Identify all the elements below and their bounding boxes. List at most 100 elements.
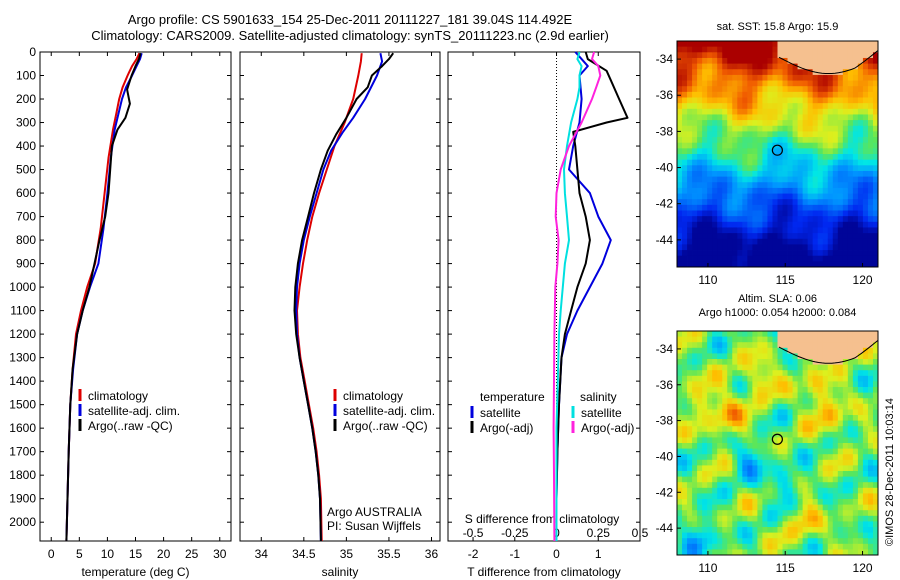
heatmap-cell [752, 52, 758, 59]
heatmap-cell [867, 233, 874, 240]
y-tick-label: 1100 [10, 304, 36, 318]
heatmap-cell [812, 331, 819, 337]
heatmap-cell [847, 182, 854, 189]
heatmap-cell [727, 103, 733, 110]
heatmap-cell [727, 336, 733, 343]
heatmap-cell [712, 527, 718, 533]
heatmap-cell [817, 108, 824, 115]
heatmap-cells [677, 331, 879, 556]
heatmap-cell [812, 154, 819, 161]
heatmap-cell [827, 131, 834, 138]
heatmap-cell [712, 370, 718, 377]
heatmap-cell [777, 471, 783, 477]
heatmap-cell [822, 221, 829, 228]
heatmap-cell [802, 221, 809, 228]
heatmap-cell [717, 459, 723, 466]
heatmap-cell [867, 459, 874, 466]
heatmap-cell [702, 487, 708, 494]
heatmap-cell [742, 103, 748, 110]
heatmap-cell [872, 227, 879, 234]
heatmap-cell [747, 80, 753, 87]
heatmap-cell [862, 52, 869, 59]
heatmap-cell [797, 398, 804, 405]
heatmap-cell [847, 255, 854, 262]
heatmap-cell [707, 176, 713, 183]
heatmap-cell [837, 392, 844, 399]
heatmap-cell [722, 499, 728, 505]
heatmap-cell [717, 398, 723, 405]
heatmap-cell [832, 221, 839, 228]
heatmap-cell [732, 538, 738, 545]
heatmap-cell [837, 261, 844, 268]
heatmap-cell [802, 504, 809, 511]
heatmap-cell [847, 165, 854, 172]
heatmap-cell [842, 443, 849, 449]
heatmap-cell [677, 538, 683, 545]
heatmap-cell [702, 142, 708, 149]
heatmap-cell [787, 86, 793, 93]
heatmap-cell [777, 459, 783, 466]
heatmap-cell [862, 331, 869, 337]
heatmap-cell [682, 227, 688, 234]
salinity-panel: 34 34.5 35 35.5 36salinityclimatologysatelli… [239, 51, 441, 579]
heatmap-cell [737, 97, 743, 104]
heatmap-cell [737, 504, 743, 511]
heatmap-cell [812, 103, 819, 110]
heatmap-cell [677, 199, 683, 206]
heatmap-cell [832, 182, 839, 189]
heatmap-cell [707, 233, 713, 240]
heatmap-cell [867, 465, 874, 472]
heatmap-cell [702, 159, 708, 166]
heatmap-cell [677, 148, 683, 155]
heatmap-cell [762, 420, 768, 427]
heatmap-cell [732, 471, 738, 477]
heatmap-cell [822, 216, 829, 223]
heatmap-cell [742, 471, 748, 477]
heatmap-cell [772, 114, 778, 121]
heatmap-cell [867, 375, 874, 382]
heatmap-cell [802, 336, 809, 343]
heatmap-cell [732, 46, 738, 53]
heatmap-cell [677, 57, 683, 64]
heatmap-cell [677, 131, 683, 138]
heatmap-cell [862, 398, 869, 405]
heatmap-cell [787, 543, 793, 550]
heatmap-cell [842, 52, 849, 59]
heatmap-cell [857, 69, 864, 76]
heatmap-cell [747, 521, 753, 528]
s-axis-label: S difference from climatology [465, 512, 620, 526]
heatmap-cell [707, 114, 713, 121]
heatmap-cell [802, 159, 809, 166]
heatmap-cell [822, 210, 829, 217]
heatmap-cell [727, 549, 733, 556]
heatmap-cell [727, 504, 733, 511]
heatmap-cell [677, 187, 683, 194]
heatmap-cell [762, 549, 768, 556]
heatmap-cell [717, 227, 723, 234]
heatmap-cell [792, 504, 799, 511]
heatmap-cell [867, 165, 874, 172]
heatmap-cell [787, 359, 793, 365]
heatmap-cell [852, 46, 859, 53]
heatmap-cell [762, 74, 768, 81]
heatmap-cell [712, 476, 718, 483]
heatmap-cell [847, 91, 854, 98]
heatmap-cell [717, 549, 723, 556]
heatmap-cell [797, 261, 804, 268]
heatmap-cell [687, 255, 693, 262]
heatmap-cell [732, 80, 738, 87]
heatmap-cell [787, 549, 793, 556]
heatmap-cell [692, 342, 698, 349]
heatmap-cell [837, 471, 844, 477]
heatmap-cell [847, 392, 854, 399]
heatmap-cell [767, 448, 773, 455]
heatmap-cell [837, 154, 844, 161]
heatmap-cell [787, 347, 793, 354]
heatmap-cell [737, 46, 743, 53]
heatmap-cell [847, 420, 854, 427]
heatmap-cell [802, 370, 809, 377]
heatmap-cell [677, 420, 683, 427]
heatmap-cell [842, 261, 849, 268]
heatmap-cell [747, 120, 753, 127]
heatmap-cell [777, 69, 783, 76]
